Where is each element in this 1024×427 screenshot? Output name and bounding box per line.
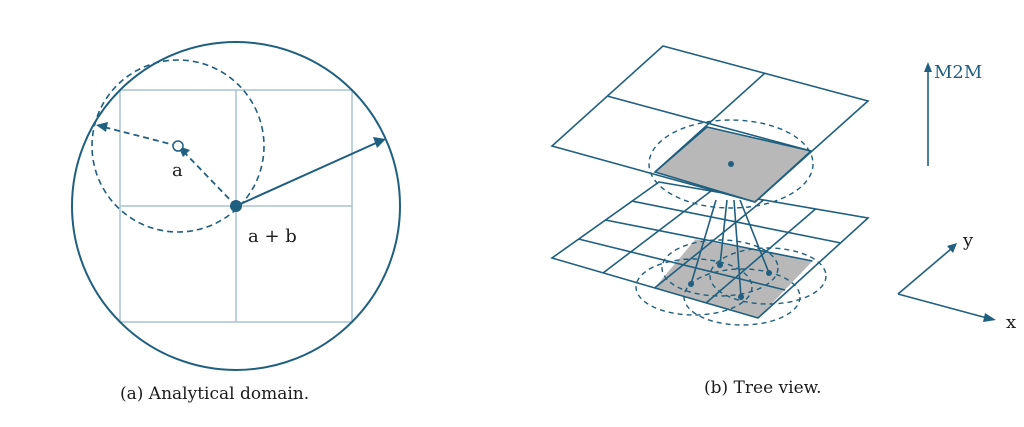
solid-radius-arrow-head xyxy=(373,137,386,148)
dashed-radius-arrow xyxy=(103,126,179,147)
child-grid-line xyxy=(602,190,712,274)
child-plane-outline xyxy=(550,181,870,319)
axis-indicator: x y xyxy=(897,230,1016,333)
solid-radius-arrow xyxy=(235,142,377,207)
child-grid-line xyxy=(705,208,817,304)
caption-tree-view: (b) Tree view. xyxy=(704,378,822,398)
x-axis-line xyxy=(897,293,988,319)
child-grid-line xyxy=(605,219,813,262)
child-dashed-circle xyxy=(635,258,753,316)
m2m-arrow-head xyxy=(924,62,932,72)
dashed-expansion-circle xyxy=(91,59,265,233)
y-axis-line xyxy=(897,248,952,295)
m2m-link xyxy=(719,199,728,266)
caption-analytical-domain: (a) Analytical domain. xyxy=(120,384,310,404)
parent-plane-outline xyxy=(550,45,870,203)
parent-level-plane xyxy=(550,45,870,209)
child-dashed-circle xyxy=(661,239,779,297)
analytical-domain-diagram: a a + b xyxy=(71,41,401,371)
point-a-marker xyxy=(172,140,184,152)
m2m-label: M2M xyxy=(934,62,982,83)
label-a: a xyxy=(172,160,183,181)
child-dashed-circle xyxy=(709,247,827,305)
m2m-arrow: M2M xyxy=(924,62,982,166)
m2m-link xyxy=(690,199,717,285)
x-axis-label: x xyxy=(1006,312,1016,333)
parent-dashed-circle xyxy=(648,119,814,209)
child-level-plane xyxy=(550,181,870,326)
parent-grid-line xyxy=(654,72,766,173)
m2m-link xyxy=(739,199,770,274)
label-a-plus-b: a + b xyxy=(248,226,297,247)
y-axis-arrow-head xyxy=(947,243,957,253)
y-axis-label: y xyxy=(962,230,974,251)
tree-view-diagram: M2M x y xyxy=(550,45,1016,333)
m2m-link xyxy=(733,199,742,298)
x-axis-arrow-head xyxy=(983,313,996,322)
child-dashed-circles xyxy=(635,239,827,326)
point-a-plus-b-marker xyxy=(230,200,242,212)
dashed-radius-arrow-head xyxy=(96,122,108,132)
dashed-arrow-to-a xyxy=(182,150,237,207)
child-dashed-circle xyxy=(683,268,801,326)
parent-center-point xyxy=(728,161,734,167)
outer-domain-circle xyxy=(71,41,401,371)
